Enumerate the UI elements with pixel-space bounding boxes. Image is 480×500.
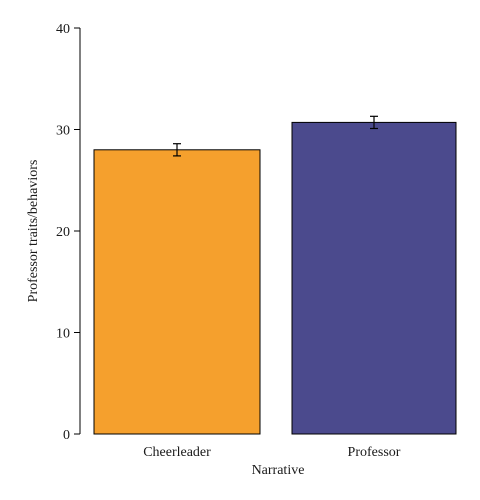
error-bar-professor <box>370 115 378 130</box>
bar-cheerleader <box>93 149 261 435</box>
y-tick-label: 40 <box>56 22 70 37</box>
bar-professor <box>291 121 457 435</box>
x-tick-label: Cheerleader <box>143 445 211 460</box>
y-tick-label: 30 <box>56 124 70 139</box>
bars <box>93 115 457 435</box>
y-tick-label: 0 <box>63 428 70 443</box>
y-tick-label: 10 <box>56 327 70 342</box>
x-tick-labels: Cheerleader Professor <box>143 445 401 460</box>
x-tick-label: Professor <box>348 445 401 460</box>
y-tick-label: 20 <box>56 225 70 240</box>
x-axis-label: Narrative <box>252 463 305 478</box>
y-ticks: 0 10 20 30 40 <box>56 22 80 443</box>
y-axis-label: Professor traits/behaviors <box>26 160 41 303</box>
y-axis: 0 10 20 30 40 <box>56 22 81 443</box>
error-bar-cheerleader <box>173 143 181 157</box>
